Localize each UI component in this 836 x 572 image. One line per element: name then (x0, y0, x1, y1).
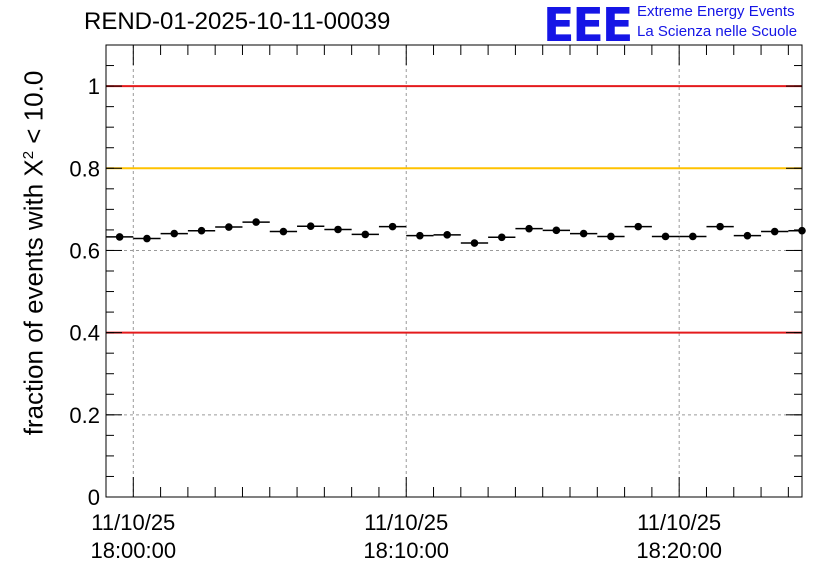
data-point (679, 232, 707, 241)
data-point (515, 224, 543, 233)
data-point-marker (470, 239, 479, 247)
data-point (761, 227, 789, 236)
x-tick-date-label: 11/10/25 (364, 510, 448, 535)
data-point (324, 225, 352, 234)
data-point (269, 227, 298, 236)
y-axis-label: fraction of events with X2 < 10.0 (18, 70, 49, 436)
chart-title: REND-01-2025-10-11-00039 (84, 8, 391, 35)
data-point-marker (388, 222, 397, 231)
data-point (570, 229, 598, 238)
y-tick-label: 0 (88, 485, 100, 510)
data-point (597, 232, 625, 241)
data-point-marker (525, 224, 533, 233)
data-point-marker (798, 226, 806, 235)
data-point (133, 234, 161, 243)
x-tick-date-label: 11/10/25 (637, 510, 721, 535)
x-tick-time-label: 18:10:00 (363, 538, 449, 563)
data-point (160, 229, 188, 238)
data-point (351, 230, 379, 239)
logo-line-2: La Scienza nelle Scuole (637, 23, 798, 40)
data-point-marker (334, 225, 342, 234)
y-tick-label: 1 (88, 74, 100, 99)
data-point-marker (252, 218, 260, 226)
data-point-marker (579, 229, 588, 238)
x-tick-time-label: 18:20:00 (636, 538, 722, 563)
data-point-marker (115, 233, 124, 241)
data-point (297, 222, 325, 231)
data-point (651, 232, 680, 241)
y-tick-label: 0.6 (69, 238, 100, 263)
data-point-marker (689, 232, 697, 241)
data-point (733, 231, 762, 240)
data-point (488, 233, 516, 242)
data-point (624, 222, 652, 231)
data-point (706, 222, 734, 231)
data-point-marker (361, 230, 370, 239)
x-tick-time-label: 18:00:00 (90, 538, 176, 563)
eee-logo: EEE (543, 0, 633, 52)
y-tick-label: 0.2 (69, 403, 100, 428)
data-point-marker (170, 229, 179, 238)
data-point-marker (607, 232, 615, 241)
data-point (788, 226, 806, 235)
data-point-marker (143, 234, 151, 243)
data-point-marker (279, 227, 288, 236)
data-point-marker (634, 222, 643, 231)
data-point-marker (306, 222, 315, 231)
data-point-marker (225, 223, 233, 231)
data-point-marker (443, 231, 451, 239)
plot-frame (105, 44, 803, 498)
data-point (106, 233, 134, 241)
data-point-marker (770, 227, 779, 236)
data-point-marker (416, 231, 424, 240)
data-point (378, 222, 407, 231)
data-point-marker (552, 226, 561, 235)
data-point-marker (497, 233, 506, 242)
data-point (242, 218, 270, 226)
data-point (215, 223, 243, 231)
data-point-marker (661, 232, 670, 241)
data-point (542, 226, 570, 235)
y-tick-label: 0.8 (69, 156, 100, 181)
data-point-marker (716, 222, 724, 231)
x-tick-date-label: 11/10/25 (91, 510, 175, 535)
data-point (406, 231, 434, 240)
data-point (433, 231, 461, 239)
data-point-marker (197, 226, 206, 235)
data-point (187, 226, 216, 235)
data-point (460, 239, 489, 247)
logo-line-1: Extreme Energy Events (637, 3, 795, 20)
y-tick-label: 0.4 (69, 321, 100, 346)
data-point-marker (743, 231, 752, 240)
